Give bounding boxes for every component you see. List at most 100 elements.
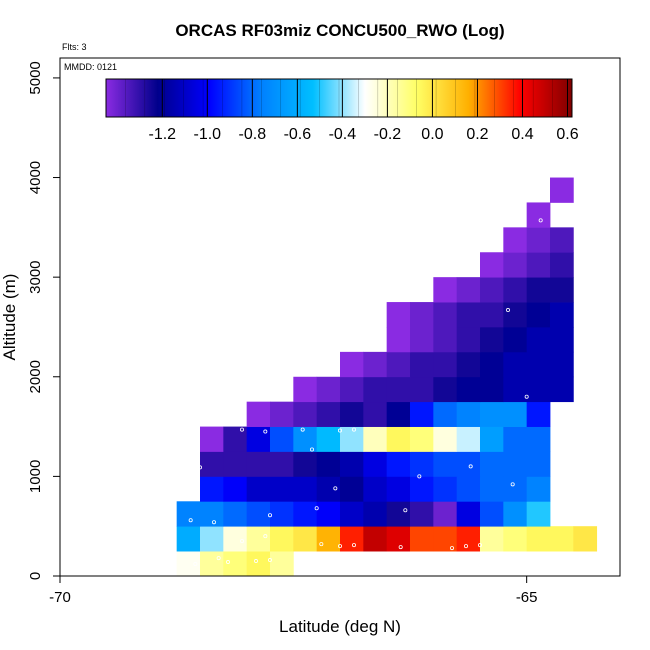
heatmap-cell-r8-c1: [363, 351, 388, 378]
heatmap-cell-r6-c11: [503, 401, 528, 427]
heatmap-cell-r2-c8: [363, 501, 388, 527]
heatmap-cell-r7-c11: [550, 376, 574, 403]
marker-2: [225, 560, 230, 565]
heatmap-cell-r2-c9: [386, 501, 411, 527]
heatmap-cell-r3-c12: [480, 476, 504, 502]
marker-19: [197, 465, 202, 470]
heatmap-cell-r5-c13: [503, 426, 528, 452]
y-tick-label-2: 2000: [27, 360, 44, 393]
heatmap-cell-r4-c4: [293, 451, 318, 477]
heatmap-cell-r7-c3: [363, 376, 388, 403]
heatmap-cell-r4-c13: [503, 451, 528, 477]
heatmap-cell-r8-c7: [503, 351, 528, 378]
heatmap-cell-r8-c5: [456, 351, 481, 378]
heatmap-cell-r7-c6: [433, 376, 458, 403]
marker-23: [510, 482, 515, 487]
heatmap-cell-r6-c10: [480, 401, 504, 427]
heatmap-cell-r3-c7: [363, 476, 388, 502]
heatmap-cell-r0-c1: [200, 551, 224, 577]
heatmap-cell-r11-c3: [503, 277, 528, 303]
heatmap-cell-r2-c2: [223, 501, 248, 527]
heatmap-cell-r4-c8: [386, 451, 411, 477]
heatmap-cell-r3-c6: [340, 476, 364, 502]
colorbar-frame: [105, 78, 573, 118]
heatmap-cell-r9-c0: [386, 326, 411, 353]
colorbar-tick-label-7: 0.2: [466, 126, 488, 143]
colorbar-tick-label-0: -1.2: [148, 126, 176, 143]
heatmap-cell-r11-c0: [433, 277, 458, 303]
marker-32: [538, 218, 543, 223]
colorbar-tick-label-2: -0.8: [239, 126, 267, 143]
heatmap-cell-r6-c6: [386, 401, 411, 427]
heatmap-cell-r5-c4: [293, 426, 318, 452]
colorbar: -1.2 -1.0 -0.8 -0.6 -0.4 -0.2 0.0 0.2 0.4 0.6: [105, 78, 579, 143]
heatmap-cell-r6-c5: [363, 401, 388, 427]
heatmap-cell-r3-c8: [386, 476, 411, 502]
y-axis-label: Altitude (m): [0, 274, 19, 361]
heatmap-cell-r12-c3: [550, 252, 574, 278]
heatmap-cell-r2-c14: [503, 501, 528, 527]
marker-6: [263, 534, 268, 539]
heatmap-cell-r2-c1: [200, 501, 224, 527]
marker-31: [505, 308, 510, 313]
heatmap-cell-r11-c4: [526, 277, 551, 303]
measurement-markers: [188, 218, 543, 567]
heatmap-cell-r9-c5: [503, 326, 528, 353]
heatmap-cell-r1-c3: [246, 526, 271, 552]
heatmap-cell-r11-c1: [456, 277, 481, 303]
heatmap-cell-r7-c5: [410, 376, 434, 403]
heatmap-cell-r5-c12: [480, 426, 504, 452]
heatmap-cell-r4-c0: [200, 451, 224, 477]
heatmap-cell-r10-c6: [526, 302, 551, 328]
heatmap-cell-r8-c0: [340, 351, 364, 378]
heatmap-cell-r5-c3: [270, 426, 294, 452]
heatmap-cell-r1-c7: [340, 526, 364, 552]
heatmap-cell-r11-c2: [480, 277, 504, 303]
heatmap-cell-r7-c8: [480, 376, 504, 403]
heatmap-cell-r6-c8: [433, 401, 458, 427]
heatmap-cell-r2-c3: [246, 501, 271, 527]
heatmap-cell-r5-c8: [386, 426, 411, 452]
heatmap-cell-r1-c2: [223, 526, 248, 552]
heatmap-cell-r3-c1: [223, 476, 248, 502]
heatmap-cell-r7-c0: [293, 376, 318, 403]
heatmap-cell-r6-c0: [246, 401, 271, 427]
heatmap-cell-r9-c3: [456, 326, 481, 353]
heatmap-cell-r10-c4: [480, 302, 504, 328]
marker-13: [477, 543, 482, 548]
heatmap-cell-r2-c11: [433, 501, 458, 527]
heatmap-cell-r10-c2: [433, 302, 458, 328]
heatmap-cell-r12-c0: [480, 252, 504, 278]
heatmap-cell-r4-c14: [526, 451, 551, 477]
heatmap-cell-r3-c2: [246, 476, 271, 502]
heatmap-cell-r2-c15: [526, 501, 551, 527]
heatmap-cell-r3-c13: [503, 476, 528, 502]
heatmap-cell-r5-c5: [316, 426, 341, 452]
heatmap-cell-r6-c3: [316, 401, 341, 427]
heatmap-cell-r1-c15: [526, 526, 551, 552]
heatmap-cell-r6-c9: [456, 401, 481, 427]
marker-10: [398, 545, 403, 550]
heatmap-cell-r7-c7: [456, 376, 481, 403]
marker-9: [351, 543, 356, 548]
heatmap-cell-r1-c9: [386, 526, 411, 552]
colorbar-tick-label-4: -0.4: [329, 126, 357, 143]
heatmap-cell-r13-c0: [503, 227, 528, 253]
marker-30: [524, 394, 529, 399]
heatmap-cell-r1-c4: [270, 526, 294, 552]
heatmap-cell-r14-c0: [526, 202, 551, 228]
heatmap-cell-r10-c0: [386, 302, 411, 328]
marker-1: [216, 556, 221, 561]
heatmap-cell-r15-c0: [550, 177, 574, 203]
y-tick-label-1: 1000: [27, 460, 44, 493]
date-note: MMDD: 0121: [64, 62, 117, 72]
heatmap-cell-r2-c6: [316, 501, 341, 527]
heatmap-cell-r4-c6: [340, 451, 364, 477]
marker-16: [267, 513, 272, 518]
heatmap-cell-r6-c7: [410, 401, 434, 427]
heatmap-cell-r3-c4: [293, 476, 318, 502]
heatmap-cell-r10-c5: [503, 302, 528, 328]
marker-0: [193, 562, 198, 567]
heatmap-cell-r8-c3: [410, 351, 434, 378]
heatmap-cell-r5-c6: [340, 426, 364, 452]
